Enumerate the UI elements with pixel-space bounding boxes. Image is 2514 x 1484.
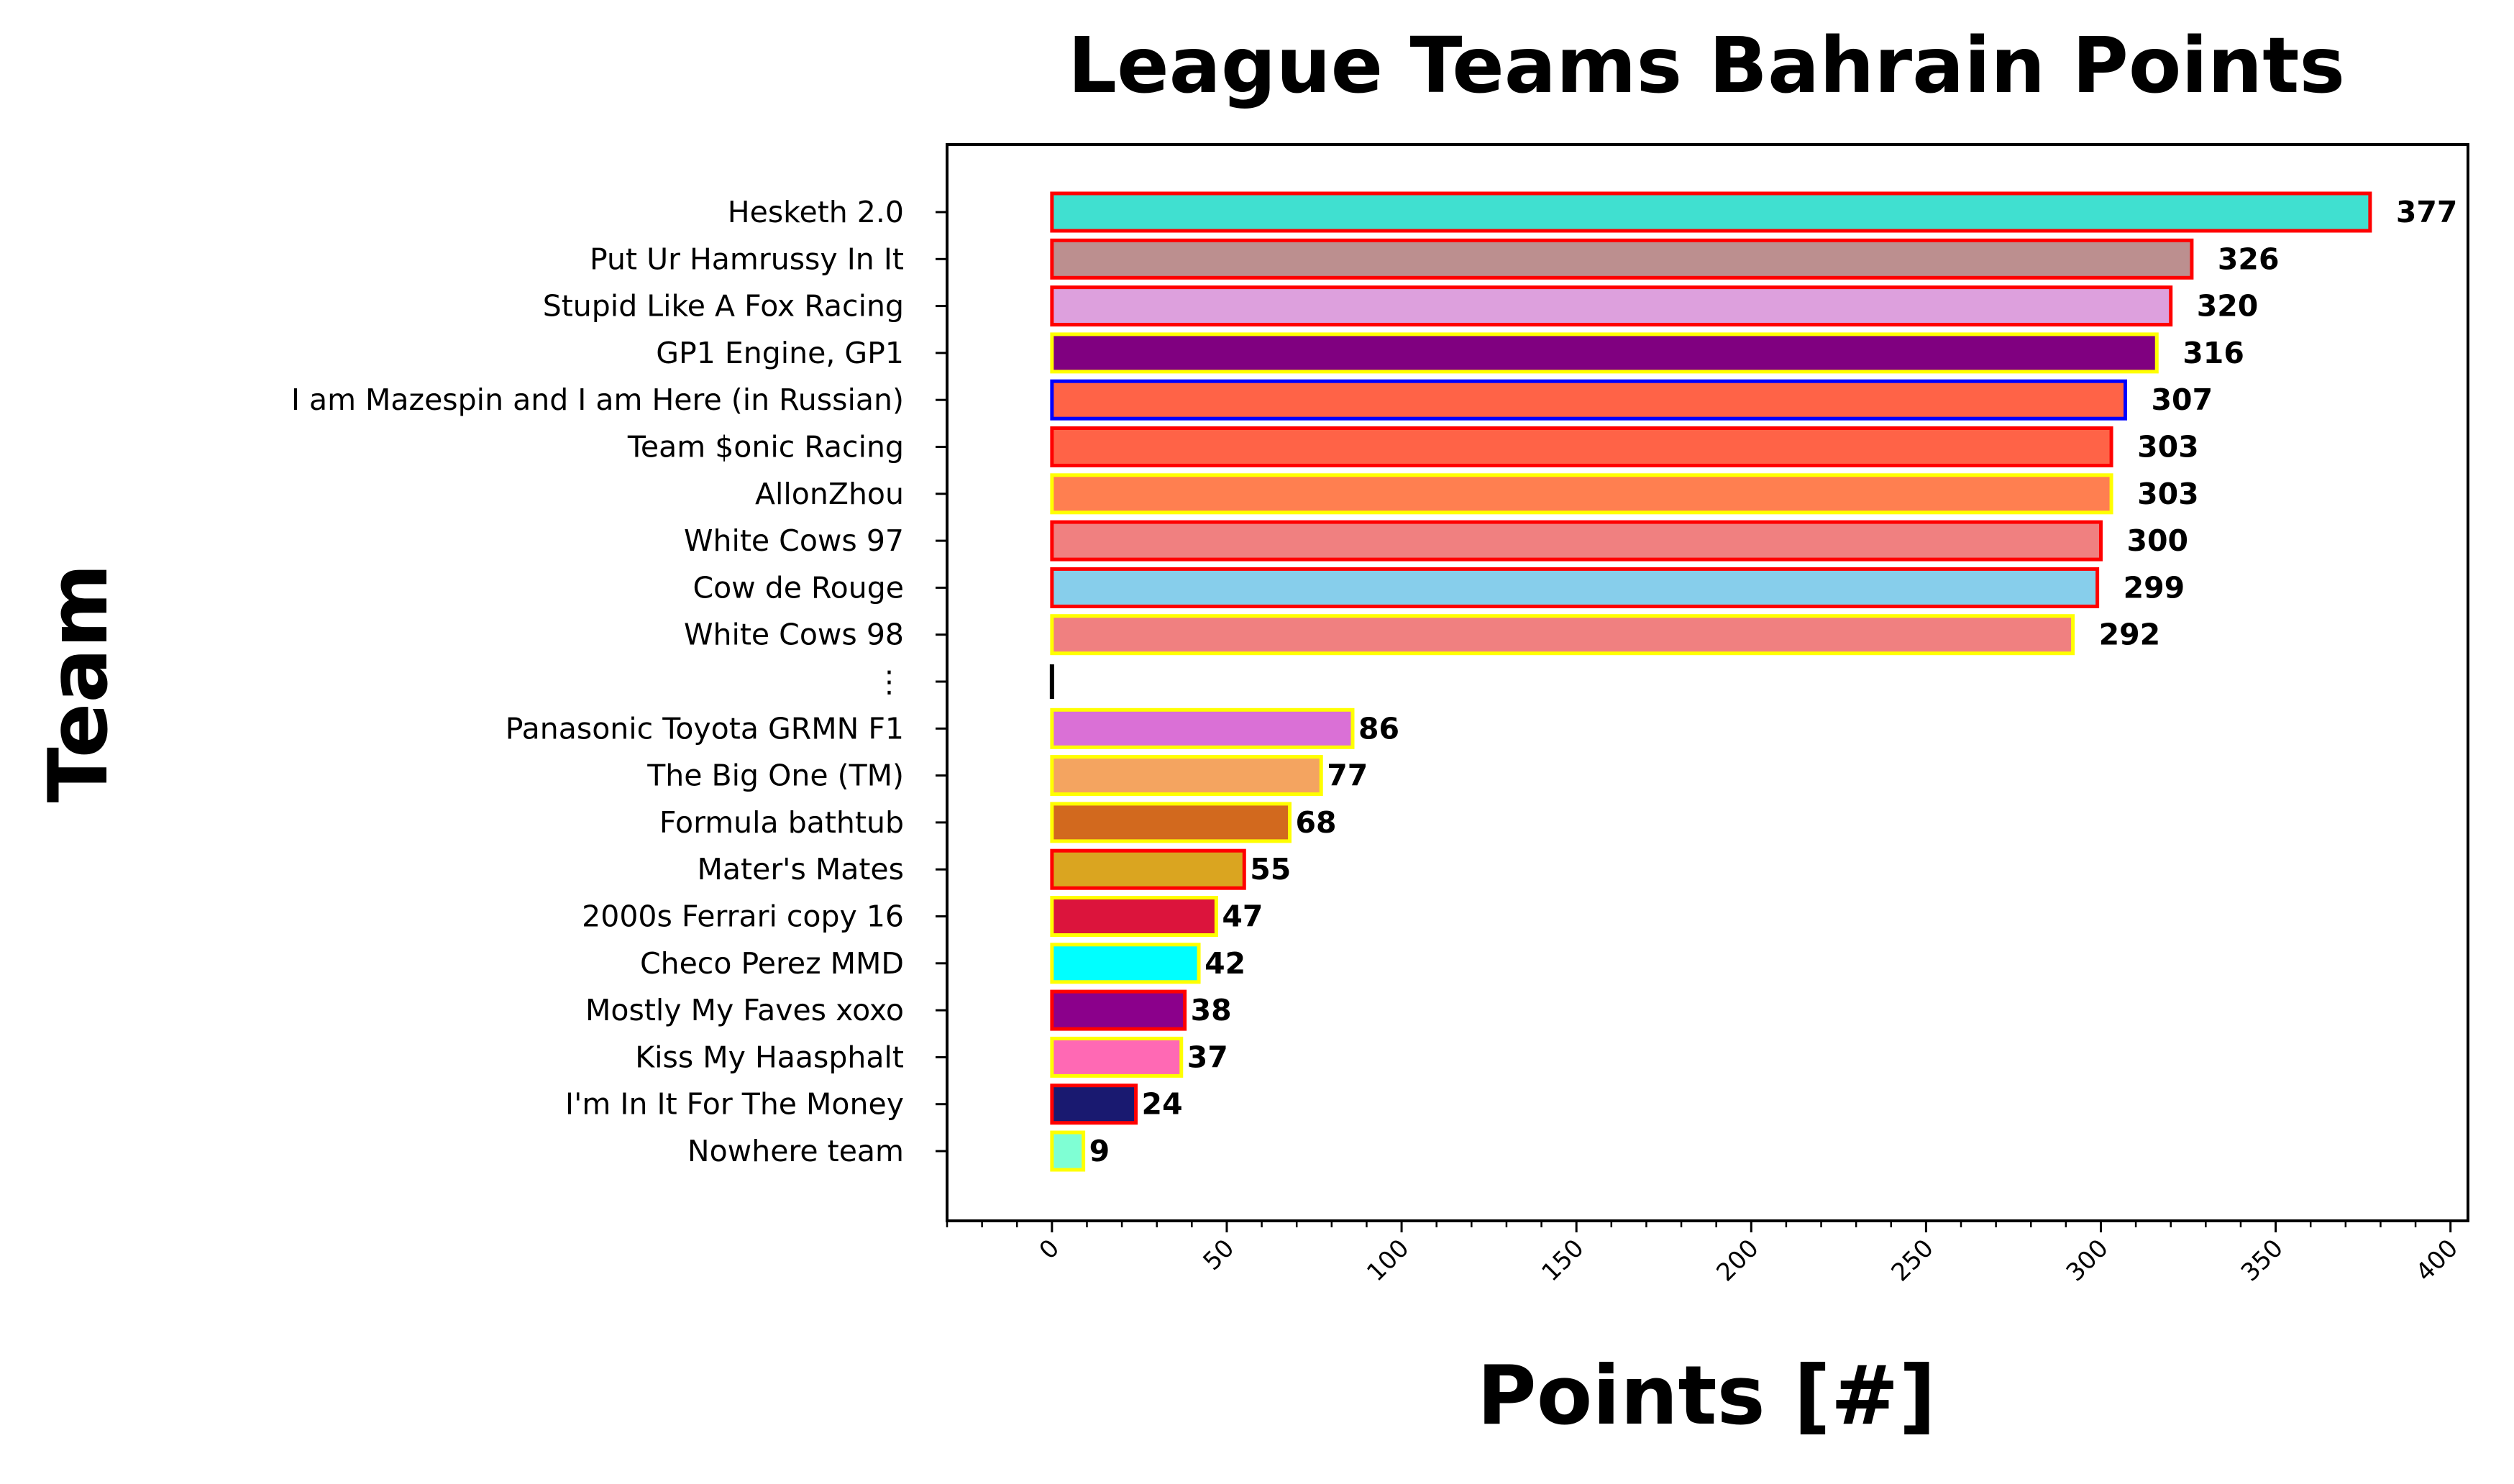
value-label: 86 <box>1358 711 1399 746</box>
y-tick-label: Kiss My Haasphalt <box>635 1040 904 1074</box>
bar-7 <box>1050 520 2103 562</box>
y-axis: Hesketh 2.0 Put Ur Hamrussy In It Stupid L… <box>291 195 947 1168</box>
y-tick-label: White Cows 97 <box>684 523 904 558</box>
value-label: 47 <box>1222 899 1263 934</box>
value-label: 320 <box>2197 289 2259 324</box>
bar-3 <box>1050 332 2159 374</box>
bar-11 <box>1050 707 1355 749</box>
bar-15 <box>1050 896 1218 937</box>
bar-16 <box>1050 943 1201 984</box>
bar-17 <box>1050 989 1187 1031</box>
y-tick-label: ⋮ <box>874 664 904 699</box>
y-tick-label: Formula bathtub <box>659 805 904 840</box>
bar-6 <box>1050 473 2113 515</box>
value-label: 24 <box>1142 1087 1183 1122</box>
x-axis-label: Points [#] <box>1477 1348 1936 1443</box>
y-tick-label: Stupid Like A Fox Racing <box>543 289 904 324</box>
y-axis-label: Team <box>31 564 126 803</box>
y-tick-label: Put Ur Hamrussy In It <box>590 242 904 276</box>
x-tick-label: 0 <box>1034 1234 1066 1265</box>
bar-5 <box>1050 426 2113 467</box>
value-label: 68 <box>1295 805 1336 840</box>
x-tick-label: 200 <box>1711 1234 1764 1287</box>
x-tick-label: 100 <box>1361 1234 1414 1287</box>
value-label: 299 <box>2124 570 2185 605</box>
value-label: 303 <box>2137 430 2199 464</box>
value-label: 300 <box>2126 523 2188 558</box>
y-tick-label: Cow de Rouge <box>693 570 904 605</box>
x-tick-label: 150 <box>1536 1234 1589 1287</box>
value-label: 292 <box>2099 618 2161 652</box>
y-tick-label: Hesketh 2.0 <box>728 195 904 229</box>
x-tick-label: 350 <box>2236 1234 2289 1287</box>
x-tick-label: 250 <box>1886 1234 1939 1287</box>
y-tick-label: GP1 Engine, GP1 <box>656 336 904 370</box>
value-label: 326 <box>2218 242 2280 276</box>
y-tick-label: Team $onic Racing <box>627 430 904 464</box>
y-tick-label: Nowhere team <box>687 1134 904 1168</box>
y-tick-label: I am Mazespin and I am Here (in Russian) <box>291 383 904 417</box>
bar-9 <box>1050 614 2075 656</box>
value-label: 316 <box>2182 336 2244 370</box>
value-label: 42 <box>1205 946 1245 981</box>
value-label: 303 <box>2137 477 2199 511</box>
bar-19 <box>1050 1084 1138 1125</box>
x-tick-label: 300 <box>2061 1234 2114 1287</box>
y-tick-label: White Cows 98 <box>684 618 904 652</box>
value-label: 307 <box>2152 383 2213 417</box>
y-tick-label: Checo Perez MMD <box>640 946 904 981</box>
bar-14 <box>1050 848 1246 890</box>
value-label: 37 <box>1187 1040 1228 1074</box>
bar-2 <box>1050 285 2173 327</box>
y-tick-label: Mostly My Faves xoxo <box>585 993 904 1027</box>
x-axis: 0 50 100 150 200 250 300 350 400 <box>946 1221 2464 1287</box>
value-label: 55 <box>1250 852 1291 887</box>
bar-1 <box>1050 238 2194 280</box>
bar-20 <box>1050 1130 1086 1172</box>
bar-0 <box>1050 191 2372 233</box>
y-tick-label: I'm In It For The Money <box>565 1087 904 1122</box>
chart-title: League Teams Bahrain Points <box>1068 22 2345 111</box>
bar-8 <box>1050 567 2100 608</box>
y-tick-label: Panasonic Toyota GRMN F1 <box>506 711 904 746</box>
x-tick-label: 400 <box>2410 1234 2464 1287</box>
value-label: 9 <box>1089 1134 1110 1168</box>
y-tick-label: 2000s Ferrari copy 16 <box>582 899 904 934</box>
y-tick-label: AllonZhou <box>755 477 904 511</box>
x-tick-label: 50 <box>1197 1234 1240 1276</box>
bar-12 <box>1050 755 1323 797</box>
y-tick-label: Mater's Mates <box>698 852 904 887</box>
value-label: 377 <box>2396 195 2458 229</box>
bar-4 <box>1050 379 2128 421</box>
y-tick-label: The Big One (TM) <box>646 759 904 793</box>
bar-13 <box>1050 802 1292 843</box>
value-label: 77 <box>1327 759 1368 793</box>
value-label: 38 <box>1191 993 1232 1027</box>
bar-18 <box>1050 1036 1184 1078</box>
